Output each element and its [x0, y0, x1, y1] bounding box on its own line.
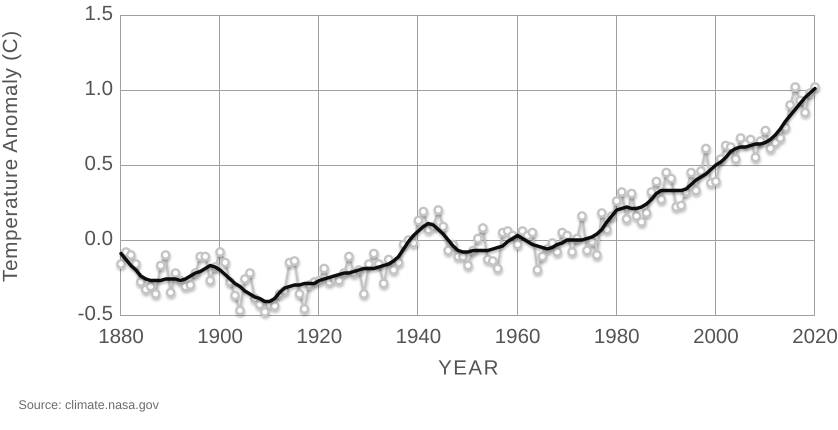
svg-text:1980: 1980: [594, 325, 640, 348]
svg-text:1940: 1940: [396, 325, 442, 348]
svg-text:1960: 1960: [495, 325, 541, 348]
svg-text:1920: 1920: [296, 325, 342, 348]
svg-text:1.0: 1.0: [85, 77, 114, 100]
svg-text:Source: climate.nasa.gov: Source: climate.nasa.gov: [19, 398, 160, 412]
svg-text:1900: 1900: [197, 325, 243, 348]
svg-text:2000: 2000: [693, 325, 739, 348]
svg-text:2020: 2020: [792, 325, 838, 348]
svg-text:1.5: 1.5: [85, 2, 114, 25]
svg-text:Temperature Anomaly (C): Temperature Anomaly (C): [0, 30, 22, 282]
svg-text:YEAR: YEAR: [438, 357, 500, 380]
svg-text:0.5: 0.5: [85, 152, 114, 175]
svg-text:1880: 1880: [98, 325, 144, 348]
svg-text:0.0: 0.0: [85, 227, 114, 250]
svg-text:-0.5: -0.5: [78, 302, 113, 325]
